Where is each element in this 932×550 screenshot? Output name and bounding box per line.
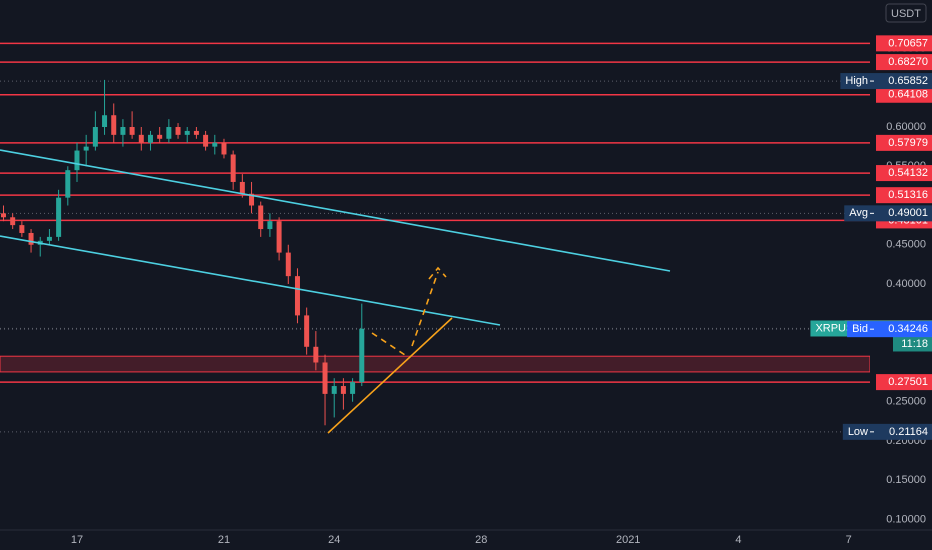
candle-body xyxy=(340,386,346,394)
candle-body xyxy=(239,181,245,194)
candle-body xyxy=(203,134,209,147)
candle-body xyxy=(331,386,337,394)
marker-box xyxy=(840,73,932,90)
candle-body xyxy=(276,221,282,253)
candle-body xyxy=(350,382,356,394)
candle-body xyxy=(230,154,236,182)
y-tick-label: 0.45000 xyxy=(886,239,926,251)
x-tick-label: 28 xyxy=(475,534,487,546)
level-tag xyxy=(876,187,932,204)
level-value: 0.57979 xyxy=(888,137,928,149)
candle-body xyxy=(294,276,300,316)
marker-tag: 0.49001 Avg xyxy=(844,205,932,222)
level-tag xyxy=(876,165,932,182)
level-value: 0.27501 xyxy=(888,376,928,388)
trend-line xyxy=(0,235,501,326)
candle-body xyxy=(322,362,328,394)
countdown-box xyxy=(893,336,932,352)
candle-body xyxy=(102,115,108,128)
marker-name: High xyxy=(845,75,868,87)
candle-body xyxy=(304,315,310,347)
marker-tag: 0.34246 Bid xyxy=(847,321,932,338)
y-tick-label: 0.60000 xyxy=(886,121,926,133)
marker-name: Avg xyxy=(849,207,868,219)
drawings xyxy=(0,149,671,434)
y-tick-label: 0.10000 xyxy=(886,513,926,525)
candle-body xyxy=(313,346,319,363)
marker-tag: 0.65852 High xyxy=(840,73,932,90)
marker-box xyxy=(847,321,932,338)
x-tick-label: 7 xyxy=(846,534,852,546)
level-value: 0.64108 xyxy=(888,89,928,101)
level-value: 0.70657 xyxy=(888,37,928,49)
marker-box xyxy=(842,423,932,440)
candle-body xyxy=(138,134,144,143)
candle-body xyxy=(193,130,199,135)
candle-body xyxy=(212,142,218,147)
candle-body xyxy=(19,225,25,233)
price-tags: 0.70657 0.68270 0.64108 0.57979 0.54132 0.513… xyxy=(810,35,932,440)
candle-body xyxy=(166,127,172,139)
marker-name: Bid xyxy=(852,323,868,335)
level-tag xyxy=(876,86,932,103)
candle-body xyxy=(28,232,34,245)
trend-line xyxy=(0,149,671,272)
x-tick-label: 21 xyxy=(218,534,230,546)
x-tick-label: 2021 xyxy=(616,534,640,546)
candle-body xyxy=(267,221,273,230)
level-tag xyxy=(876,54,932,71)
candle-body xyxy=(120,127,126,135)
level-layer xyxy=(0,42,876,433)
x-tick-label: 4 xyxy=(735,534,741,546)
marker-name: Low xyxy=(848,426,868,438)
x-tick-label: 17 xyxy=(71,534,83,546)
candle-body xyxy=(0,213,6,218)
axis-layer: 0.100000.150000.200000.250000.400000.450… xyxy=(71,42,926,545)
candle-body xyxy=(175,127,181,135)
candle-layer xyxy=(0,79,365,426)
level-tag xyxy=(876,374,932,391)
candle-body xyxy=(157,134,163,139)
candle-body xyxy=(359,328,365,383)
candle-body xyxy=(92,127,98,147)
candle-body xyxy=(111,115,117,135)
candle-body xyxy=(83,146,89,151)
candle-body xyxy=(74,150,80,171)
candle-body xyxy=(285,252,291,277)
level-value: 0.68270 xyxy=(888,56,928,68)
support-line xyxy=(327,317,453,434)
zone xyxy=(0,355,871,373)
level-tag xyxy=(876,134,932,151)
y-tick-label: 0.25000 xyxy=(886,396,926,408)
level-tag xyxy=(876,35,932,52)
x-tick-label: 24 xyxy=(328,534,340,546)
candle-body xyxy=(10,217,16,226)
candle-body xyxy=(46,236,52,241)
marker-value: 0.34246 xyxy=(888,323,928,335)
currency: USDT xyxy=(891,8,921,20)
candle-body xyxy=(147,134,153,143)
marker-value: 0.21164 xyxy=(889,426,928,438)
candle-body xyxy=(184,130,190,135)
y-tick-label: 0.15000 xyxy=(886,474,926,486)
y-tick-label: 0.40000 xyxy=(886,278,926,290)
marker-value: 0.65852 xyxy=(888,75,928,87)
level-value: 0.54132 xyxy=(888,167,928,179)
currency-box[interactable] xyxy=(885,3,927,23)
candle-body xyxy=(221,142,227,155)
marker-value: 0.49001 xyxy=(888,207,928,219)
marker-tag: 0.21164 Low xyxy=(842,423,932,440)
candle-body xyxy=(56,197,62,237)
level-value: 0.51316 xyxy=(888,189,928,201)
candle-body xyxy=(65,170,71,198)
candle-body xyxy=(249,193,255,206)
zone-layer xyxy=(0,355,871,373)
projection-arrow xyxy=(371,266,447,358)
marker-box xyxy=(844,205,932,222)
candle-body xyxy=(129,127,135,135)
candle-body xyxy=(258,205,264,230)
countdown: 11:18 xyxy=(901,338,928,350)
